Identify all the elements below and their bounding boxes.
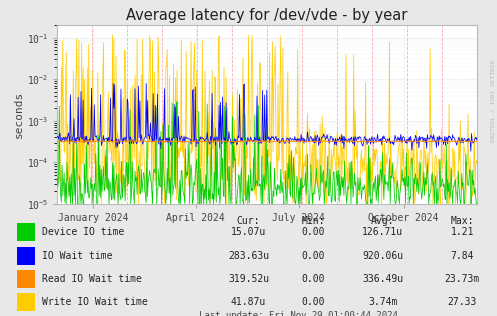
- Title: Average latency for /dev/vde - by year: Average latency for /dev/vde - by year: [126, 8, 408, 23]
- Bar: [17, 223, 35, 241]
- Text: Last update: Fri Nov 29 01:00:44 2024: Last update: Fri Nov 29 01:00:44 2024: [199, 311, 398, 316]
- Text: Device IO time: Device IO time: [42, 227, 124, 237]
- Text: 283.63u: 283.63u: [228, 251, 269, 261]
- Text: IO Wait time: IO Wait time: [42, 251, 113, 261]
- Text: 0.00: 0.00: [301, 297, 325, 307]
- Text: 41.87u: 41.87u: [231, 297, 266, 307]
- Text: Read IO Wait time: Read IO Wait time: [42, 274, 142, 284]
- Text: 27.33: 27.33: [447, 297, 477, 307]
- Text: 7.84: 7.84: [450, 251, 474, 261]
- Text: 920.06u: 920.06u: [362, 251, 403, 261]
- Text: Avg:: Avg:: [371, 216, 395, 226]
- Text: 23.73m: 23.73m: [445, 274, 480, 284]
- Text: 3.74m: 3.74m: [368, 297, 398, 307]
- Text: Cur:: Cur:: [237, 216, 260, 226]
- Bar: [17, 293, 35, 311]
- Text: 1.21: 1.21: [450, 227, 474, 237]
- Text: Write IO Wait time: Write IO Wait time: [42, 297, 148, 307]
- Text: 0.00: 0.00: [301, 251, 325, 261]
- Text: 126.71u: 126.71u: [362, 227, 403, 237]
- Text: Max:: Max:: [450, 216, 474, 226]
- Bar: [17, 247, 35, 265]
- Bar: [17, 270, 35, 288]
- Text: 336.49u: 336.49u: [362, 274, 403, 284]
- Text: 0.00: 0.00: [301, 274, 325, 284]
- Text: Min:: Min:: [301, 216, 325, 226]
- Text: 0.00: 0.00: [301, 227, 325, 237]
- Text: RRDTOOL / TOBI OETIKER: RRDTOOL / TOBI OETIKER: [491, 60, 496, 143]
- Y-axis label: seconds: seconds: [14, 91, 24, 138]
- Text: 15.07u: 15.07u: [231, 227, 266, 237]
- Text: 319.52u: 319.52u: [228, 274, 269, 284]
